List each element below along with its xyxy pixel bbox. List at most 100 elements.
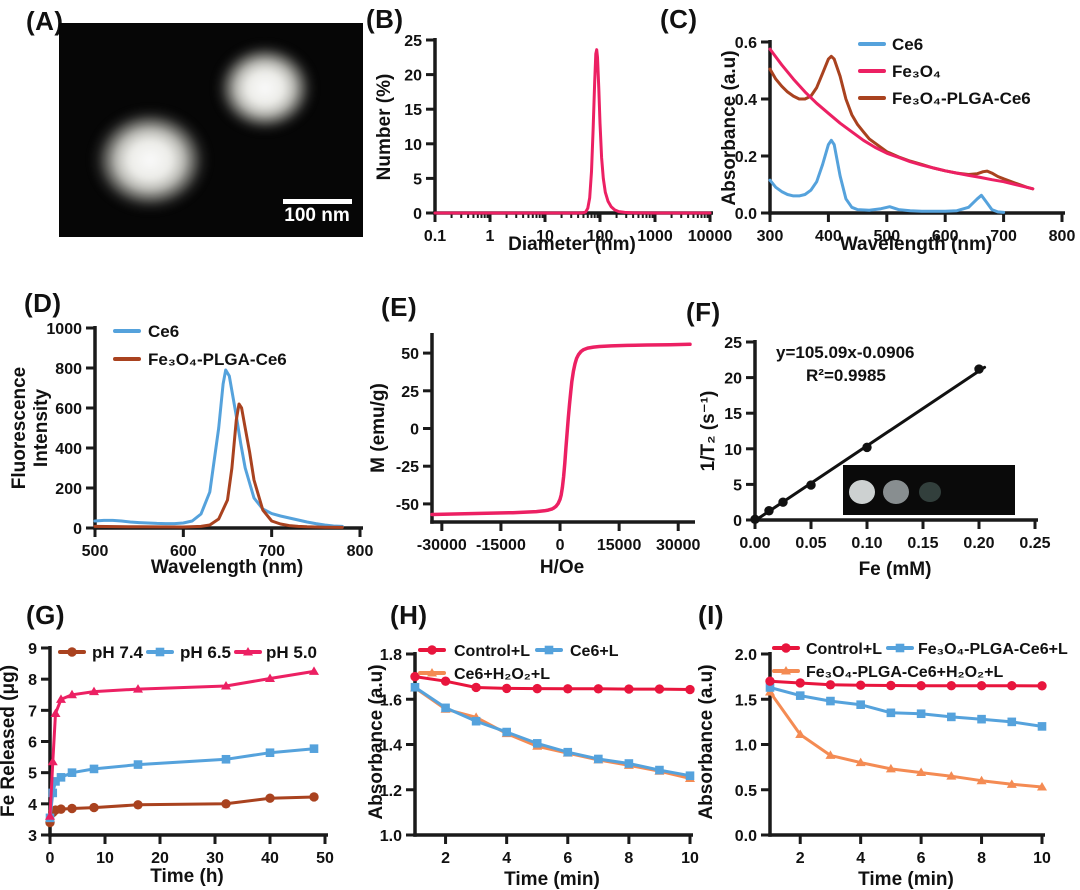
marker-square <box>886 708 896 718</box>
uv-vis-absorbance-chart: 0.0 0.2 0.4 0.6 300 400 500 600 700 800 Wavelength… <box>719 35 1076 255</box>
x-tick-label: 0.20 <box>963 535 994 552</box>
series-Ce6 <box>93 368 344 528</box>
legend-label: Control+L <box>806 641 882 658</box>
y-tick-label: -25 <box>396 459 419 476</box>
y-tick-label: 0 <box>410 422 419 439</box>
marker-square <box>471 716 481 726</box>
x-tick-label: 300 <box>757 228 784 245</box>
y-tick-label: 50 <box>401 346 419 363</box>
series-Ce6 <box>768 138 1006 214</box>
marker-circle <box>532 683 542 694</box>
marker-square <box>410 682 420 692</box>
marker-triangle <box>795 729 806 739</box>
x-tick-label: 20 <box>151 850 169 867</box>
panel-label-g: (G) <box>26 600 66 630</box>
marker-circle <box>764 506 774 516</box>
marker-square <box>67 768 77 777</box>
x-tick-label: 8 <box>624 850 633 867</box>
x-axis-title: Fe (mM) <box>859 559 932 580</box>
x-tick-label: 2 <box>441 850 450 867</box>
axes: 0 200 400 600 800 1000 500 600 700 800 Wavelength … <box>9 321 373 578</box>
marker-circle <box>221 799 231 809</box>
x-tick-label: 0.10 <box>851 535 882 552</box>
legend-label: Ce6+L <box>570 643 619 660</box>
y-axis-title: 1/T₂ (s⁻¹) <box>698 391 719 472</box>
panel-b-dls-chart: 0 5 10 15 20 25 0.1 1 10 100 1000 10000 Diameter (nm… <box>360 0 732 270</box>
marker-square <box>947 712 956 722</box>
marker-square <box>155 647 165 657</box>
marker-square <box>221 754 231 764</box>
marker-triangle <box>1006 779 1017 788</box>
series-line <box>93 402 344 529</box>
panel-label-c: (C) <box>660 4 698 34</box>
x-tick-label: 0.05 <box>795 535 826 552</box>
y-tick-label: 1.0 <box>735 738 757 755</box>
marker-square <box>1007 717 1017 727</box>
x-tick-label: 4 <box>856 850 865 867</box>
y-tick-label: -50 <box>396 497 419 514</box>
marker-circle <box>862 442 872 453</box>
x-tick-label: 1000 <box>637 228 673 245</box>
series-Control+L <box>410 671 695 695</box>
ce6-photobleaching-chart: 1.0 1.2 1.4 1.6 1.8 2 4 6 8 10 Time (min) Absorbanc… <box>366 643 699 890</box>
marker-triangle <box>976 775 987 785</box>
y-tick-label: 20 <box>404 68 422 85</box>
x-axis-title: Time (min) <box>504 869 600 890</box>
marker-square <box>826 696 835 706</box>
y-tick-label: 2.0 <box>735 647 757 664</box>
series-pH 6.5 <box>45 744 319 823</box>
legend-label: Ce6 <box>148 322 179 341</box>
y-tick-label: 200 <box>55 481 82 498</box>
marker-circle <box>427 645 437 655</box>
x-tick-label: 4 <box>502 850 511 867</box>
x-tick-label: 6 <box>563 850 572 867</box>
marker-circle <box>440 676 451 686</box>
series-line <box>48 795 316 824</box>
marker-triangle <box>885 763 896 773</box>
y-tick-label: 0.2 <box>735 149 757 166</box>
y-tick-label: 8 <box>28 672 37 689</box>
marker-square <box>765 683 775 692</box>
y-axis-title: Absorbance (a.u) <box>366 664 387 819</box>
series-line <box>430 342 692 517</box>
marker-square <box>1037 722 1047 731</box>
fit-equation: R²=0.9985 <box>806 366 886 385</box>
x-tick-label: 600 <box>932 228 959 245</box>
scale-bar-label: 100 nm <box>284 205 350 226</box>
r2-relaxivity-chart: 0 5 10 15 20 25 0.00 0.05 0.10 0.15 0.20 0.25 Fe (mM… <box>698 335 1051 580</box>
panel-c-absorbance-chart: 0.0 0.2 0.4 0.6 300 400 500 600 700 800 Wavelength… <box>719 0 1080 270</box>
axes: 0 5 10 15 20 25 0.1 1 10 100 1000 10000 Diameter (nm… <box>374 33 732 255</box>
x-tick-label: -30000 <box>417 537 467 554</box>
marker-square <box>594 754 603 764</box>
x-tick-label: 800 <box>1049 228 1076 245</box>
marker-circle <box>1007 680 1017 691</box>
marker-square <box>532 739 542 748</box>
y-tick-label: 25 <box>724 335 742 352</box>
x-tick-label: 2 <box>796 850 805 867</box>
y-tick-label: 0 <box>413 206 422 223</box>
y-tick-label: 400 <box>55 441 82 458</box>
y-tick-label: 25 <box>404 33 422 50</box>
series-Fe₃O₄-PLGA-Ce6 <box>768 54 1035 191</box>
x-tick-label: 50 <box>316 850 334 867</box>
series-line <box>768 686 1044 728</box>
marker-triangle <box>309 666 319 675</box>
panel-label-f: (F) <box>686 297 721 327</box>
mri-spot-3 <box>919 482 941 502</box>
marker-triangle <box>50 708 61 717</box>
fit-equation: y=105.09x-0.0906 <box>776 343 915 362</box>
y-tick-label: 1.2 <box>380 783 402 800</box>
marker-circle <box>974 364 984 374</box>
y-tick-label: 0.0 <box>735 828 757 845</box>
marker-triangle <box>89 686 99 696</box>
series-line <box>768 690 1044 789</box>
marker-square <box>563 747 573 757</box>
marker-triangle <box>56 694 66 703</box>
y-tick-label: 600 <box>55 401 82 418</box>
legend: Control+L Ce6+L Ce6+H₂O₂+L <box>418 643 619 683</box>
series-line <box>93 368 344 528</box>
marker-circle <box>685 684 695 695</box>
panel-label-d: (D) <box>24 288 62 318</box>
y-axis-title: Absorbance (a.u) <box>696 664 717 819</box>
x-axis-title: H/Oe <box>540 557 584 578</box>
